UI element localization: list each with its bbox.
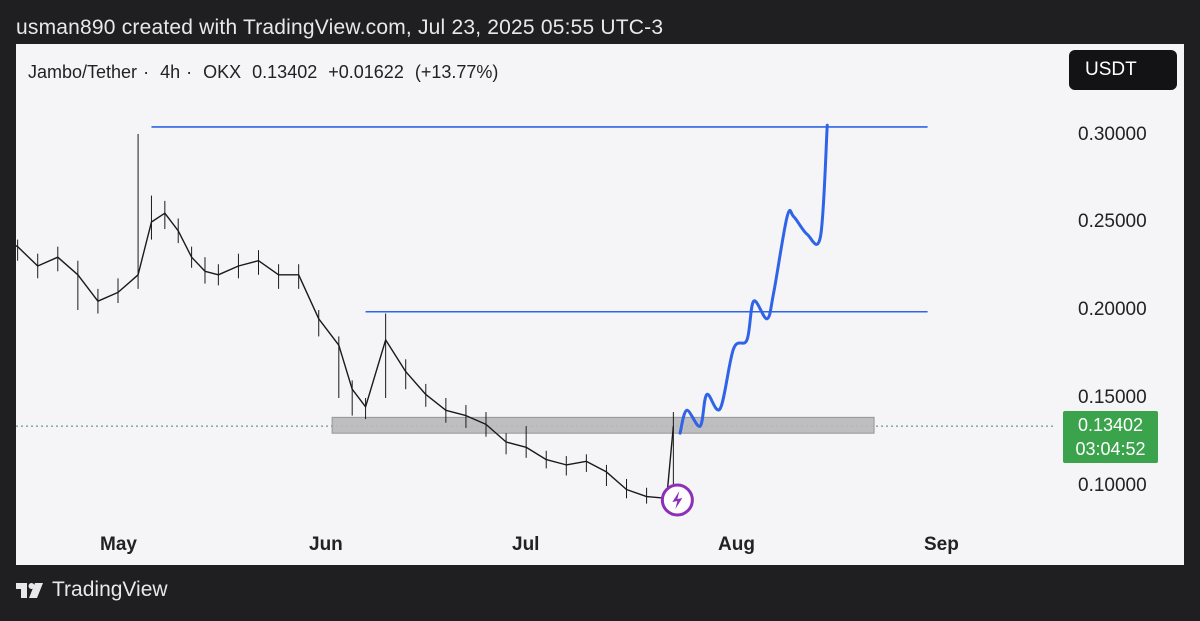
chart-caption: usman890 created with TradingView.com, J… <box>16 16 664 39</box>
chart-area[interactable]: Jambo/Tether · 4h · OKX 0.13402 +0.01622 (… <box>16 44 1184 565</box>
symbol-change-pct: (+13.77%) <box>414 62 499 82</box>
lightning-icon <box>672 491 683 509</box>
y-tick-label: 0.20000 <box>1078 299 1147 320</box>
y-tick-label: 0.10000 <box>1078 475 1147 496</box>
price-line <box>16 212 675 500</box>
x-tick-label: Jul <box>512 534 540 555</box>
symbol-info: Jambo/Tether · 4h · OKX 0.13402 +0.01622 (… <box>28 62 504 83</box>
tradingview-icon <box>16 583 43 598</box>
symbol-exchange: OKX <box>203 62 242 82</box>
symbol-price: 0.13402 <box>252 62 318 82</box>
price-tag-countdown: 03:04:52 <box>1075 439 1146 459</box>
separator: · <box>143 62 150 82</box>
currency-button[interactable]: USDT <box>1069 50 1177 90</box>
y-tick-label: 0.25000 <box>1078 211 1147 232</box>
price-tag-value: 0.13402 <box>1077 415 1144 435</box>
y-tick-label: 0.15000 <box>1078 387 1147 408</box>
tradingview-logo: TradingView <box>16 578 168 602</box>
current-price-tag: 0.13402 03:04:52 <box>1063 411 1158 463</box>
symbol-change: +0.01622 <box>328 62 404 82</box>
symbol-name: Jambo/Tether <box>28 62 138 82</box>
projection-path <box>678 123 829 435</box>
x-tick-label: Aug <box>718 534 755 555</box>
x-tick-label: Jun <box>309 534 343 555</box>
separator: · <box>186 62 193 82</box>
price-chart-svg <box>16 123 1056 517</box>
x-tick-label: May <box>100 534 137 555</box>
footer-brand: TradingView <box>52 578 168 601</box>
y-tick-label: 0.30000 <box>1078 124 1147 145</box>
x-tick-label: Sep <box>924 534 959 555</box>
symbol-interval[interactable]: 4h <box>160 62 181 82</box>
support-zone <box>331 416 875 434</box>
